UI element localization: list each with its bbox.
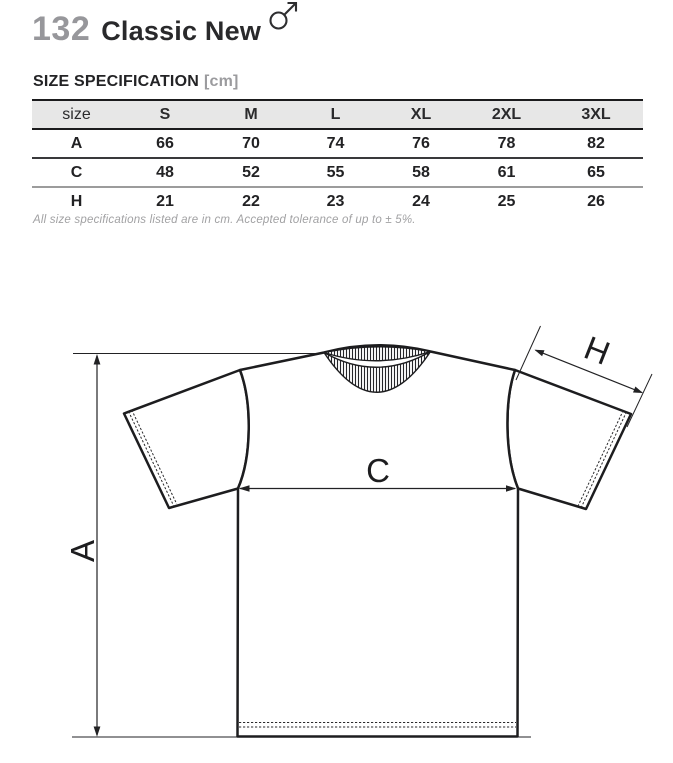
size-value: 24 bbox=[412, 192, 430, 210]
table-row-c: C 48 52 55 58 61 65 bbox=[32, 158, 643, 188]
size-value: 74 bbox=[293, 129, 378, 159]
size-value: 48 bbox=[121, 158, 209, 188]
row-label: A bbox=[32, 129, 121, 159]
dimension-h-label: H bbox=[579, 329, 615, 372]
column-header-l: L bbox=[293, 100, 378, 130]
left-sleeve bbox=[122, 368, 250, 510]
size-value: 22 bbox=[242, 192, 260, 210]
table-row-a: A 66 70 74 76 78 82 bbox=[32, 129, 643, 159]
column-header-2xl: 2XL bbox=[464, 100, 549, 130]
size-value: 23 bbox=[326, 192, 345, 210]
collar-back-band bbox=[321, 346, 434, 362]
size-value: 55 bbox=[293, 158, 378, 188]
size-value: 78 bbox=[464, 129, 549, 159]
column-header-m: M bbox=[209, 100, 293, 130]
section-heading: SIZE SPECIFICATION [cm] bbox=[33, 73, 239, 91]
size-value: 26 bbox=[587, 192, 605, 210]
product-code: 132 bbox=[32, 10, 91, 48]
size-value: 82 bbox=[549, 129, 643, 159]
tolerance-note: All size specifications listed are in cm… bbox=[33, 214, 416, 226]
section-title: SIZE SPECIFICATION bbox=[33, 73, 199, 90]
column-header-xl: XL bbox=[378, 100, 464, 130]
size-value: 21 bbox=[156, 192, 174, 210]
product-name: Classic New bbox=[101, 16, 262, 46]
size-value: 58 bbox=[378, 158, 464, 188]
size-value: 52 bbox=[209, 158, 293, 188]
dimension-c-label: C bbox=[366, 452, 390, 489]
size-value: 25 bbox=[497, 192, 516, 210]
right-sleeve bbox=[506, 368, 633, 511]
size-value: 66 bbox=[121, 129, 209, 159]
tshirt-body bbox=[236, 344, 520, 738]
row-label: H bbox=[70, 192, 83, 210]
tshirt-outline bbox=[122, 344, 633, 738]
size-value: 76 bbox=[378, 129, 464, 159]
size-specification-table: size S M L XL 2XL 3XL A 66 70 74 76 78 8… bbox=[32, 99, 643, 215]
column-header-s: S bbox=[121, 100, 209, 130]
table-header-row: size S M L XL 2XL 3XL bbox=[32, 100, 643, 130]
male-symbol-icon bbox=[267, 0, 300, 36]
page-title: 132 Classic New bbox=[32, 1, 300, 49]
dimension-c: C bbox=[238, 452, 517, 492]
column-header-3xl: 3XL bbox=[549, 100, 643, 130]
size-value: 61 bbox=[464, 158, 549, 188]
row-label: C bbox=[32, 158, 121, 188]
column-header-size: size bbox=[32, 100, 121, 130]
size-value: 70 bbox=[209, 129, 293, 159]
size-value: 65 bbox=[549, 158, 643, 188]
table-row-h: H 21 22 23 24 25 26 bbox=[32, 187, 643, 215]
section-unit: [cm] bbox=[203, 73, 239, 90]
dimension-a-label: A bbox=[64, 540, 101, 562]
